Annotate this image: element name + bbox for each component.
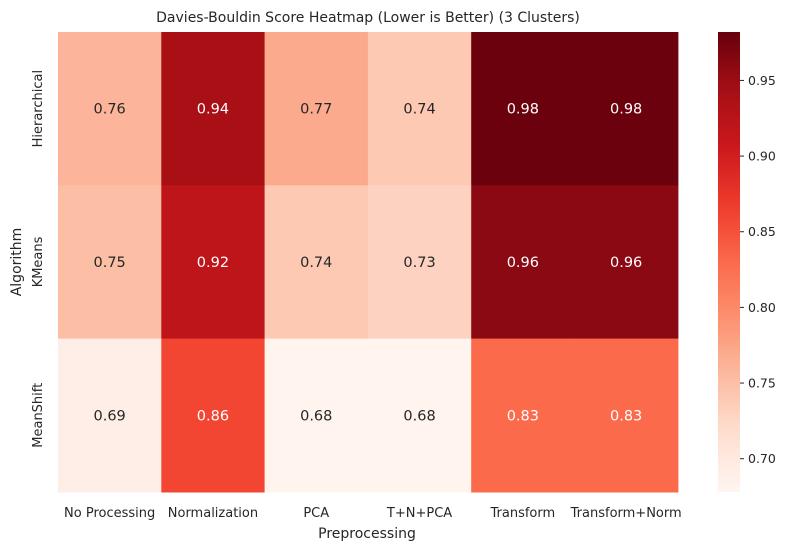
heatmap-cell [264,185,369,340]
cell-value-label: 0.98 [610,102,642,118]
cell-value-label: 0.75 [94,255,126,271]
heatmap-cell [367,185,472,340]
cell-value-label: 0.92 [197,255,229,271]
heatmap-cell [264,338,369,493]
x-tick-label: No Processing [64,506,155,521]
colorbar-ticks: 0.70 0.75 0.80 0.85 0.90 0.95 [740,73,776,466]
x-tick-label: Transform [490,506,556,521]
heatmap-cell [58,185,162,340]
y-tick-label: KMeans [31,236,46,287]
colorbar-tick-label: 0.90 [748,149,776,164]
cell-value-label: 0.68 [403,408,435,424]
heatmap-cells: 0.76 0.94 0.77 0.74 0.98 0.98 0.75 0.92 0.74 0.73… [58,32,679,493]
heatmap-cell [574,32,679,186]
colorbar [718,32,740,492]
cell-value-label: 0.94 [197,102,229,118]
cell-value-label: 0.98 [507,102,539,118]
colorbar-tick-label: 0.80 [748,300,776,315]
y-axis-label: Algorithm [9,228,25,297]
cell-value-label: 0.83 [507,408,539,424]
x-tick-label: Transform+Norm [570,506,682,521]
y-tick-labels: Hierarchical KMeans MeanShift [31,70,46,448]
heatmap-cell [264,32,369,186]
cell-value-label: 0.73 [403,255,435,271]
x-tick-label: Normalization [168,506,258,521]
colorbar-tick-label: 0.75 [748,376,776,391]
cell-value-label: 0.74 [300,255,332,271]
chart-title: Davies-Bouldin Score Heatmap (Lower is B… [156,10,580,26]
heatmap-cell [58,32,162,186]
heatmap-cell [58,338,162,493]
heatmap-cell [574,185,679,340]
cell-value-label: 0.86 [197,408,229,424]
colorbar-tick-label: 0.85 [748,224,776,239]
x-tick-label: PCA [303,506,329,521]
cell-value-label: 0.69 [94,408,126,424]
y-tick-label: MeanShift [31,383,46,448]
cell-value-label: 0.96 [610,255,642,271]
x-axis-label: Preprocessing [318,526,416,542]
heatmap-cell [471,185,576,340]
colorbar-tick-label: 0.95 [748,73,776,88]
heatmap-cell [161,338,266,493]
colorbar-tick-label: 0.70 [748,451,776,466]
cell-value-label: 0.77 [300,102,332,118]
y-tick-label: Hierarchical [31,70,46,147]
cell-value-label: 0.68 [300,408,332,424]
cell-value-label: 0.76 [94,102,126,118]
heatmap-cell [471,338,576,493]
heatmap-cell [161,185,266,340]
heatmap-cell [367,32,472,186]
x-tick-label: T+N+PCA [386,506,452,521]
heatmap-cell [161,32,266,186]
heatmap-cell [574,338,679,493]
heatmap-cell [471,32,576,186]
heatmap-cell [367,338,472,493]
x-tick-labels: No Processing Normalization PCA T+N+PCA Tran… [64,506,682,521]
cell-value-label: 0.74 [403,102,435,118]
cell-value-label: 0.96 [507,255,539,271]
cell-value-label: 0.83 [610,408,642,424]
